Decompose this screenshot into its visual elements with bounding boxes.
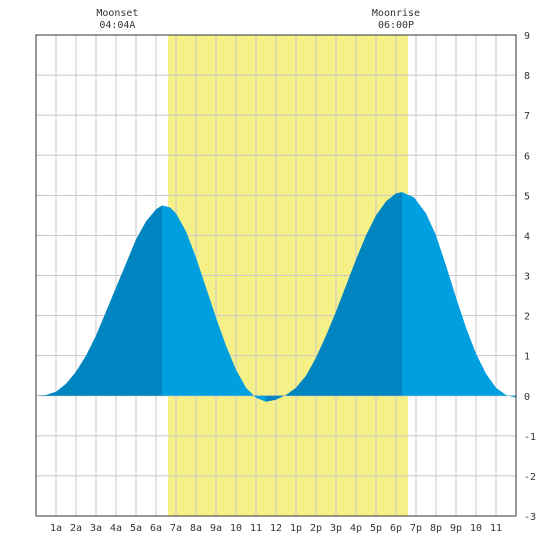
- tide-rising-segment: [266, 192, 402, 402]
- tide-falling-segment: [162, 205, 266, 402]
- x-tick-label: 8p: [430, 523, 442, 534]
- plot-border: [35, 34, 517, 517]
- tide-falling-segment: [402, 192, 516, 398]
- y-tick-label: -2: [524, 472, 536, 483]
- y-tick-label: 6: [524, 151, 530, 162]
- x-tick-label: 1p: [290, 523, 302, 534]
- x-tick-label: 4a: [110, 523, 122, 534]
- x-tick-label: 2p: [310, 523, 322, 534]
- x-tick-label: 7p: [410, 523, 422, 534]
- x-tick-label: 2a: [70, 523, 82, 534]
- x-tick-label: 4p: [350, 523, 362, 534]
- y-axis-ticks: -3 -2 -1 0 1 2 3 4 5 6 7 8 9: [524, 31, 536, 523]
- x-axis-ticks: 1a 2a 3a 4a 5a 6a 7a 8a 9a 10 11 12 1p 2p 3p 4p 5p 6p 7p 8p…: [50, 523, 502, 534]
- moon-event-label: Moonrise: [372, 8, 420, 19]
- y-tick-label: 0: [524, 392, 530, 403]
- moon-event-time: 04:04A: [99, 20, 135, 31]
- tide-area: [36, 192, 516, 402]
- x-tick-label: 10: [470, 523, 482, 534]
- x-tick-label: 11: [490, 523, 502, 534]
- x-tick-label: 11: [250, 523, 262, 534]
- x-tick-label: 1a: [50, 523, 62, 534]
- y-tick-label: -3: [524, 512, 536, 523]
- x-tick-label: 6a: [150, 523, 162, 534]
- x-tick-label: 9p: [450, 523, 462, 534]
- x-tick-label: 9a: [210, 523, 222, 534]
- moon-event-label: Moonset: [96, 8, 138, 19]
- y-tick-label: 9: [524, 31, 530, 42]
- y-tick-label: 3: [524, 272, 530, 283]
- y-tick-label: -1: [524, 432, 536, 443]
- moon-event-time: 06:00P: [378, 20, 414, 31]
- y-tick-label: 1: [524, 352, 530, 363]
- x-tick-label: 10: [230, 523, 242, 534]
- y-tick-label: 5: [524, 191, 530, 202]
- x-tick-label: 5a: [130, 523, 142, 534]
- x-tick-label: 5p: [370, 523, 382, 534]
- y-tick-label: 7: [524, 111, 530, 122]
- tide-rising-segment: [36, 205, 162, 396]
- x-tick-label: 3a: [90, 523, 102, 534]
- x-tick-label: 3p: [330, 523, 342, 534]
- y-tick-label: 4: [524, 231, 530, 242]
- x-tick-label: 7a: [170, 523, 182, 534]
- x-tick-label: 8a: [190, 523, 202, 534]
- x-tick-label: 12: [270, 523, 282, 534]
- x-tick-label: 6p: [390, 523, 402, 534]
- y-tick-label: 2: [524, 312, 530, 323]
- y-tick-label: 8: [524, 71, 530, 82]
